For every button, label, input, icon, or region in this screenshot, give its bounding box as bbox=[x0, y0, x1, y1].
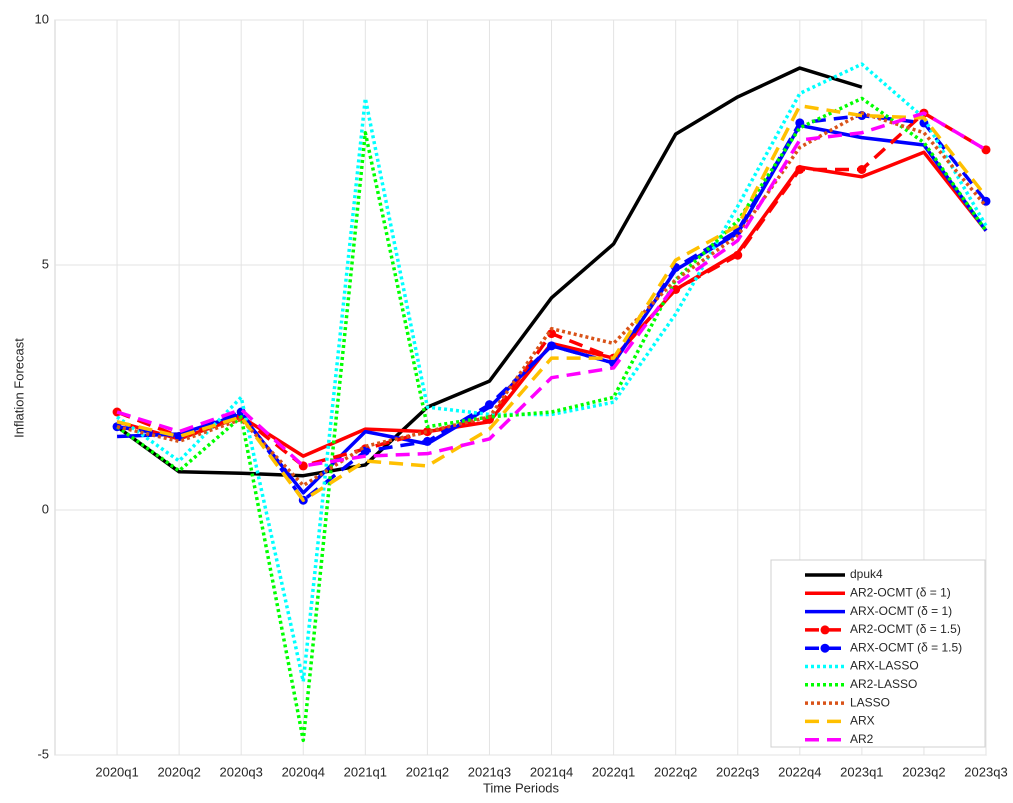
series-line bbox=[116, 111, 988, 488]
marker bbox=[547, 341, 557, 351]
marker bbox=[733, 250, 743, 260]
marker bbox=[857, 164, 867, 174]
y-axis-label: Inflation Forecast bbox=[11, 338, 26, 438]
series-line bbox=[116, 111, 987, 468]
x-tick-label: 2023q1 bbox=[840, 764, 883, 779]
y-tick-label: -5 bbox=[37, 746, 49, 761]
legend-label: AR2-OCMT (δ = 1.5) bbox=[850, 622, 961, 636]
legend bbox=[770, 559, 986, 748]
x-tick-label: 2023q3 bbox=[964, 764, 1007, 779]
legend-label: ARX-LASSO bbox=[850, 659, 919, 673]
series-line bbox=[116, 62, 988, 684]
x-tick-label: 2021q2 bbox=[406, 764, 449, 779]
series-line bbox=[116, 96, 988, 743]
legend-label: LASSO bbox=[850, 695, 890, 709]
x-tick-label: 2021q3 bbox=[468, 764, 511, 779]
legend-label: AR2-LASSO bbox=[850, 677, 917, 691]
legend-marker bbox=[820, 625, 830, 635]
x-tick-label: 2020q1 bbox=[95, 764, 138, 779]
series-line bbox=[116, 66, 863, 478]
y-tick-label: 10 bbox=[35, 11, 49, 26]
x-tick-label: 2022q4 bbox=[778, 764, 821, 779]
x-tick-label: 2020q4 bbox=[282, 764, 325, 779]
x-tick-label: 2020q3 bbox=[220, 764, 263, 779]
legend-label: AR2 bbox=[850, 732, 874, 746]
marker bbox=[484, 400, 494, 410]
y-tick-label: 0 bbox=[42, 501, 49, 516]
marker bbox=[671, 285, 681, 294]
legend-label: ARX-OCMT (δ = 1) bbox=[850, 604, 952, 618]
x-tick-label: 2022q3 bbox=[716, 764, 759, 779]
marker bbox=[981, 145, 991, 155]
y-tick-label: 5 bbox=[42, 256, 49, 271]
marker bbox=[547, 329, 557, 339]
x-tick-label: 2021q1 bbox=[344, 764, 387, 779]
marker bbox=[795, 164, 805, 174]
x-axis-label: Time Periods bbox=[483, 780, 560, 795]
legend-label: ARX bbox=[850, 714, 875, 728]
x-tick-label: 2023q2 bbox=[902, 764, 945, 779]
legend-label: AR2-OCMT (δ = 1) bbox=[850, 585, 951, 599]
x-tick-label: 2022q2 bbox=[654, 764, 697, 779]
legend-label: dpuk4 bbox=[850, 567, 883, 581]
x-tick-label: 2021q4 bbox=[530, 764, 573, 779]
x-tick-label: 2022q1 bbox=[592, 764, 635, 779]
legend-label: ARX-OCMT (δ = 1.5) bbox=[850, 640, 962, 654]
x-tick-label: 2020q2 bbox=[157, 764, 200, 779]
series-line bbox=[116, 104, 988, 502]
marker bbox=[422, 436, 432, 446]
legend-marker bbox=[820, 643, 830, 653]
